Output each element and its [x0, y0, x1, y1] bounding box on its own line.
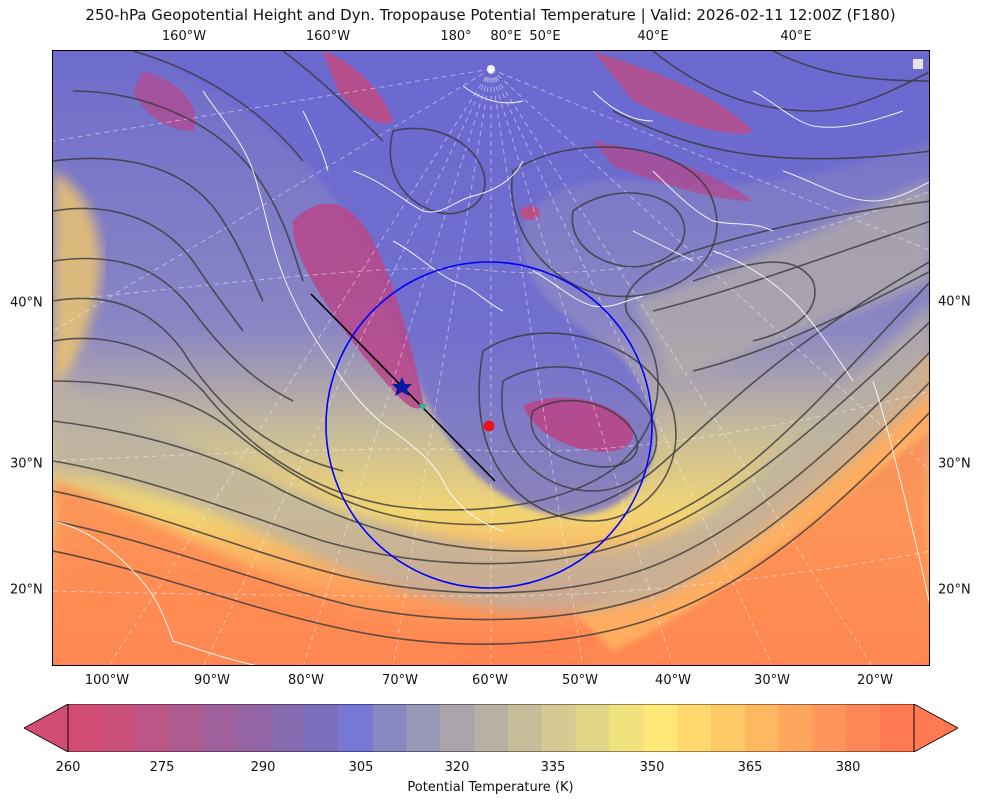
corner-marker: [913, 59, 923, 69]
colorbar-cell: [304, 704, 340, 752]
bottom-longitude-label: 20°W: [857, 673, 893, 688]
top-longitude-label: 40°E: [780, 29, 812, 44]
colorbar-cell: [710, 704, 746, 752]
bottom-longitude-label: 80°W: [288, 673, 324, 688]
colorbar-cell: [880, 704, 915, 752]
colorbar-cell: [609, 704, 644, 752]
polar-trough: [173, 51, 929, 516]
right-latitude-label: 20°N: [938, 582, 971, 598]
colorbar-cell: [372, 704, 407, 752]
top-longitude-label: 180°: [440, 29, 472, 44]
colorbar-cell: [135, 704, 171, 752]
colorbar-cell: [541, 704, 577, 752]
map-title: 250-hPa Geopotential Height and Dyn. Tro…: [85, 6, 896, 24]
colorbar-tick: 290: [250, 760, 276, 775]
colorbar-cell: [846, 704, 881, 752]
colorbar-tick: 320: [444, 760, 470, 775]
colorbar-max-extension: [913, 704, 958, 752]
colorbar-cell: [744, 704, 780, 752]
bottom-longitude-label: 30°W: [754, 673, 790, 688]
colorbar-min-extension: [24, 704, 69, 752]
right-latitude-label: 40°N: [938, 294, 971, 310]
colorbar-cell: [507, 704, 543, 752]
right-latitude-label: 30°N: [938, 456, 971, 472]
center-dot[interactable]: [483, 420, 495, 432]
pv-streamer-pacific: [133, 71, 196, 131]
colorbar-cell: [440, 704, 475, 752]
left-latitude-label: 20°N: [10, 582, 43, 598]
top-longitude-label: 40°E: [637, 29, 669, 44]
coastlines: [53, 85, 929, 665]
bottom-longitude-label: 70°W: [382, 673, 418, 688]
colorbar-cell: [474, 704, 509, 752]
pv-streamer-north: [323, 51, 393, 124]
colorbar-cell: [406, 704, 441, 752]
warm-region-west: [53, 171, 101, 391]
star-marker[interactable]: [392, 377, 412, 396]
colorbar-tick: 350: [639, 760, 665, 775]
tan-belt: [53, 303, 929, 613]
colorbar-tick: 335: [540, 760, 566, 775]
colorbar-label: Potential Temperature (K): [407, 780, 574, 795]
top-longitude-label: 160°W: [161, 29, 207, 44]
pv-streamer-europe: [593, 141, 753, 201]
gray-ridge-east: [633, 181, 929, 381]
bottom-longitude-label: 50°W: [562, 673, 598, 688]
left-latitude-label: 30°N: [10, 456, 43, 472]
weather-map[interactable]: [53, 51, 930, 666]
colorbar-cell: [575, 704, 610, 752]
bottom-longitude-label: 60°W: [472, 673, 508, 688]
colorbar-tick: 275: [149, 760, 175, 775]
map-panel[interactable]: [52, 50, 930, 666]
colorbar-cell: [643, 704, 678, 752]
bottom-longitude-label: 100°W: [84, 673, 130, 688]
height-contours: [53, 51, 929, 645]
graticule: [53, 68, 929, 665]
teal-marker[interactable]: [419, 404, 427, 411]
colorbar-frame: [67, 704, 915, 752]
pv-streamer-west: [292, 203, 424, 409]
colorbar-cell: [68, 704, 103, 752]
colorbar-tick: 305: [348, 760, 374, 775]
colorbar-cells: [68, 704, 915, 752]
colorbar-cell: [169, 704, 204, 752]
colorbar-tick: 260: [55, 760, 81, 775]
colorbar-tick: 380: [835, 760, 861, 775]
bottom-longitude-label: 90°W: [194, 673, 230, 688]
pv-cutoff-low: [523, 397, 634, 452]
pv-small-vortex: [520, 206, 540, 220]
colorbar-tick: 365: [737, 760, 763, 775]
colorbar-cell: [237, 704, 272, 752]
pv-streamer-arctic: [593, 51, 753, 134]
top-longitude-label: 50°E: [529, 29, 561, 44]
left-latitude-label: 40°N: [10, 295, 43, 311]
colorbar-cell: [812, 704, 847, 752]
top-longitude-label: 80°E: [490, 29, 522, 44]
colorbar-cell: [778, 704, 813, 752]
colorbar-cell: [101, 704, 137, 752]
colorbar-cell: [203, 704, 238, 752]
top-longitude-label: 160°W: [305, 29, 351, 44]
colorbar-cell: [338, 704, 374, 752]
colorbar-cell: [677, 704, 712, 752]
warm-region-south: [53, 353, 929, 665]
bottom-longitude-label: 40°W: [655, 673, 691, 688]
colorbar-cell: [271, 704, 306, 752]
north-pole-marker: [487, 65, 495, 73]
colorbar: [24, 704, 958, 752]
radius-circle[interactable]: [325, 261, 653, 589]
